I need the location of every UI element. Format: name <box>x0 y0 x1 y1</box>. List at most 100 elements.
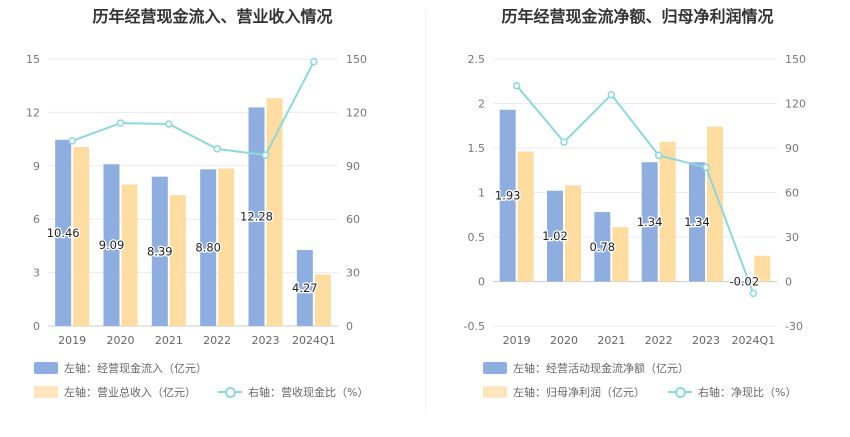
ratio-point-2022 <box>213 145 221 153</box>
y-right-tick-label: 60 <box>785 187 799 200</box>
right-legend-item-netflow[interactable]: 左轴：经营活动现金流净额（亿元） <box>483 360 689 376</box>
legend-label: 左轴：营业总收入（亿元） <box>64 386 196 399</box>
y-right-tick-label: 150 <box>785 53 806 66</box>
bar-2023-primary <box>689 162 705 282</box>
ratio-point-2022 <box>654 151 663 160</box>
ratio-point-2020 <box>560 138 568 146</box>
ratio-point-2021 <box>607 90 616 99</box>
x-tick-label: 2021 <box>597 334 625 347</box>
bar-2023-secondary <box>707 126 723 282</box>
y-left-tick-label: 9 <box>33 160 40 173</box>
bar-2024Q1-secondary <box>754 255 771 282</box>
left-legend-item-inflow[interactable]: 左轴：经营现金流入（亿元） <box>34 360 207 376</box>
right-chart-panel: 历年经营现金流净额、归母净利润情况 -0.5 0 0.5 1 1.5 2 2.5 -30 0 30… <box>425 0 850 437</box>
y-right-tick-label: 0 <box>346 320 353 333</box>
legend-label: 左轴：归母净利润（亿元） <box>513 386 645 399</box>
y-right-tick-label: 120 <box>785 98 806 111</box>
y-left-tick-label: 0.5 <box>468 231 486 244</box>
legend-swatch-line <box>668 386 692 398</box>
bar-2019-secondary <box>73 147 90 326</box>
data-label-2021: 8.39 <box>147 244 173 258</box>
legend-label: 右轴：净现比（%） <box>698 386 797 399</box>
ratio-point-2019 <box>512 81 521 90</box>
y-right-tick-label: 150 <box>346 53 367 66</box>
x-tick-label: 2023 <box>692 334 720 347</box>
y-left-tick-label: 0 <box>478 276 485 289</box>
y-left-tick-label: 6 <box>33 213 40 226</box>
y-left-tick-label: 2.5 <box>468 53 486 66</box>
bar-2021-primary <box>594 212 611 282</box>
data-label-2021: 0.78 <box>590 240 616 254</box>
ratio-point-2023 <box>261 151 270 159</box>
data-label-2024Q1: 4.27 <box>292 281 318 295</box>
y-left-tick-label: 15 <box>26 53 40 66</box>
y-right-tick-label: 90 <box>785 142 799 155</box>
legend-swatch-blue <box>34 362 58 374</box>
x-tick-label: 2021 <box>155 334 183 347</box>
ratio-point-2024Q1 <box>749 289 758 298</box>
bar-2021-primary <box>151 176 168 326</box>
bar-2019-secondary <box>517 151 534 282</box>
bar-2024Q1-primary <box>736 281 753 284</box>
bar-2020-primary <box>547 190 563 282</box>
data-label-2022: 8.80 <box>195 241 221 255</box>
right-legend-item-ratio[interactable]: 右轴：净现比（%） <box>668 384 796 400</box>
y-right-tick-label: 90 <box>346 160 360 173</box>
left-legend-item-revenue[interactable]: 左轴：营业总收入（亿元） <box>34 384 196 400</box>
y-left-tick-label: 12 <box>26 106 40 119</box>
ratio-point-2021 <box>165 120 173 128</box>
panel-divider <box>425 10 426 410</box>
bar-2022-primary <box>200 169 217 326</box>
bar-2022-secondary <box>218 168 235 326</box>
data-label-2020: 9.09 <box>99 238 125 252</box>
y-left-tick-label: -0.5 <box>464 320 485 333</box>
ratio-point-2023 <box>702 163 710 172</box>
y-right-tick-label: -30 <box>785 320 803 333</box>
ratio-point-2019 <box>68 137 76 145</box>
bar-2022-primary <box>641 162 658 282</box>
bar-2021-secondary <box>612 227 629 282</box>
y-left-tick-label: 3 <box>33 267 40 280</box>
ratio-point-2024Q1 <box>310 57 318 66</box>
legend-swatch-blue <box>483 362 507 374</box>
y-right-tick-label: 30 <box>346 267 360 280</box>
bar-2021-secondary <box>169 195 186 326</box>
y-right-tick-label: 0 <box>785 276 792 289</box>
ratio-line <box>515 85 755 294</box>
bar-2023-secondary <box>266 98 283 326</box>
bar-2024Q1-secondary <box>314 274 331 326</box>
bar-2020-secondary <box>121 184 138 326</box>
x-tick-label: 2019 <box>503 334 531 347</box>
right-chart-plot: -0.5 0 0.5 1 1.5 2 2.5 -30 0 30 60 90 120 150 2019 2020… <box>464 53 806 347</box>
bar-2022-secondary <box>659 141 676 282</box>
right-legend-item-profit[interactable]: 左轴：归母净利润（亿元） <box>483 384 645 400</box>
legend-swatch-orange <box>34 386 58 398</box>
y-left-tick-label: 1.5 <box>468 142 486 155</box>
x-tick-label: 2020 <box>107 334 135 347</box>
left-chart-panel: 历年经营现金流入、营业收入情况 0 3 6 9 12 15 0 30 60 90 120 150 201… <box>26 7 368 400</box>
x-tick-label: 2024Q1 <box>292 334 336 347</box>
x-tick-label: 2020 <box>550 334 578 347</box>
data-label-2019: 10.46 <box>47 226 80 240</box>
y-right-tick-label: 120 <box>346 106 367 119</box>
legend-label: 右轴：营收现金比（%） <box>248 386 369 399</box>
bar-2023-primary <box>248 107 265 326</box>
bar-2019-primary <box>55 139 72 326</box>
data-label-2023: 1.34 <box>684 215 710 229</box>
ratio-point-2020 <box>116 119 125 127</box>
legend-swatch-line <box>218 386 242 398</box>
bar-2020-primary <box>103 164 120 326</box>
y-right-tick-label: 30 <box>785 231 799 244</box>
y-right-tick-label: 60 <box>346 213 360 226</box>
data-label-2020: 1.02 <box>542 229 568 243</box>
y-left-tick-label: 2 <box>478 98 485 111</box>
left-legend-item-ratio[interactable]: 右轴：营收现金比（%） <box>218 384 368 400</box>
data-label-2019: 1.93 <box>495 189 521 203</box>
ratio-line <box>71 61 315 157</box>
data-label-2023: 12.28 <box>240 210 273 224</box>
data-label-2022: 1.34 <box>637 215 663 229</box>
data-label-2024Q1: -0.02 <box>729 275 759 289</box>
x-tick-label: 2022 <box>645 334 673 347</box>
y-left-tick-label: 0 <box>33 320 40 333</box>
